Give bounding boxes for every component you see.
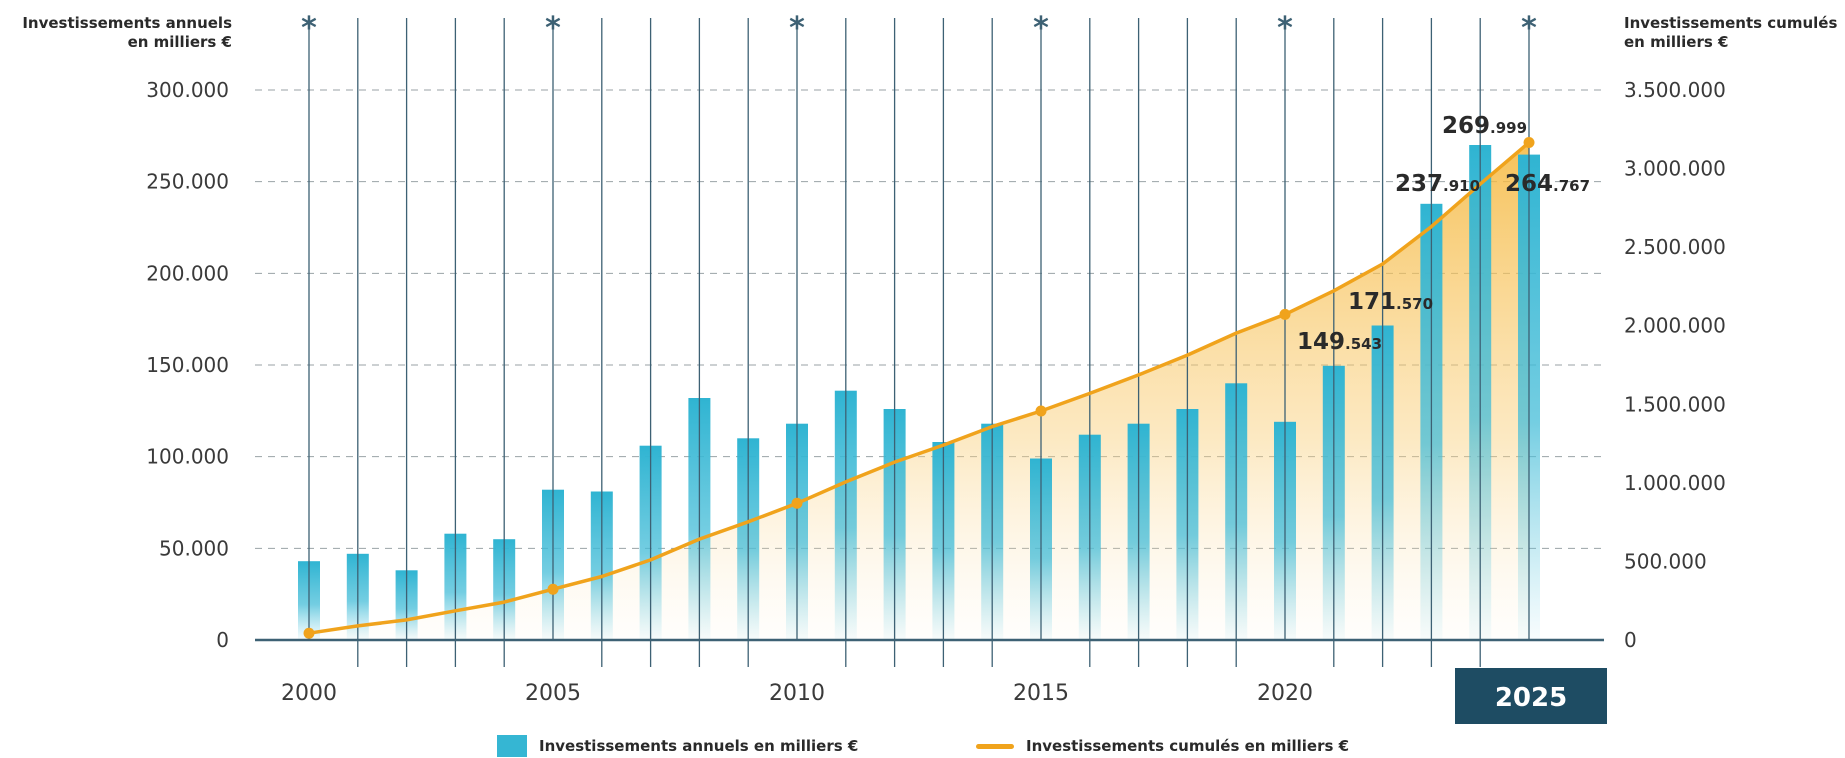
left-tick-label: 50.000 bbox=[159, 536, 229, 560]
data-label-small: .543 bbox=[1345, 335, 1382, 353]
right-tick-label: 3.500.000 bbox=[1624, 78, 1726, 102]
star-marker: * bbox=[301, 11, 317, 46]
star-marker: * bbox=[1521, 11, 1537, 46]
right-axis-title: Investissements cumulés en milliers € bbox=[1624, 14, 1837, 52]
data-label-2021: 149.543 bbox=[1297, 329, 1382, 355]
cumulative-area-fill bbox=[309, 142, 1529, 640]
data-label-small: .767 bbox=[1553, 177, 1590, 195]
legend-item-annual: Investissements annuels en milliers € bbox=[497, 735, 859, 757]
data-label-2022: 171.570 bbox=[1348, 289, 1433, 315]
axes: 0 50.000 100.000 150.000 200.000 250.000 300.0… bbox=[146, 78, 1726, 724]
right-axis-title-line2: en milliers € bbox=[1624, 33, 1729, 51]
highlight-box bbox=[1455, 668, 1607, 724]
x-tick-label: 2005 bbox=[525, 681, 581, 706]
data-label-small: .910 bbox=[1443, 177, 1480, 195]
legend-line-swatch bbox=[976, 743, 1014, 749]
star-marker: * bbox=[545, 11, 561, 46]
right-tick-label: 2.000.000 bbox=[1624, 314, 1726, 338]
left-tick-label: 200.000 bbox=[146, 261, 229, 285]
cumulative-marker bbox=[1035, 405, 1047, 417]
cumulative-area bbox=[309, 142, 1529, 640]
x-tick-label-highlighted: 2025 bbox=[1495, 683, 1567, 713]
data-label-small: .570 bbox=[1396, 295, 1433, 313]
star-marker: * bbox=[1033, 11, 1049, 46]
right-tick-label: 2.500.000 bbox=[1624, 235, 1726, 259]
left-tick-label: 0 bbox=[216, 628, 229, 652]
right-tick-label: 1.500.000 bbox=[1624, 392, 1726, 416]
cumulative-marker bbox=[791, 497, 803, 509]
year-lines: * * * * * * bbox=[301, 11, 1537, 667]
x-tick-label: 2020 bbox=[1257, 681, 1313, 706]
data-label-2023: 237.910 bbox=[1395, 171, 1480, 197]
data-labels: 149.543 171.570 237.910 269.999 264.767 bbox=[1297, 113, 1590, 355]
legend-item-cumulative: Investissements cumulés en milliers € bbox=[976, 736, 1349, 756]
left-tick-label: 300.000 bbox=[146, 78, 229, 102]
data-label-big: 149 bbox=[1297, 329, 1345, 355]
left-axis-title-line2: en milliers € bbox=[127, 33, 232, 51]
data-label-big: 269 bbox=[1442, 113, 1490, 139]
right-tick-label: 500.000 bbox=[1624, 549, 1707, 573]
data-label-big: 171 bbox=[1348, 289, 1396, 315]
data-label-big: 264 bbox=[1505, 171, 1553, 197]
data-label-small: .999 bbox=[1490, 119, 1527, 137]
right-tick-label: 0 bbox=[1624, 628, 1637, 652]
star-marker: * bbox=[789, 11, 805, 46]
x-tick-label: 2010 bbox=[769, 681, 825, 706]
cumulative-marker bbox=[1523, 136, 1535, 148]
x-tick-label: 2015 bbox=[1013, 681, 1069, 706]
x-tick-label: 2000 bbox=[281, 681, 337, 706]
legend-bar-swatch bbox=[497, 735, 527, 757]
data-label-2025: 264.767 bbox=[1505, 171, 1590, 197]
data-label-big: 237 bbox=[1395, 171, 1443, 197]
left-axis-title-line1: Investissements annuels bbox=[22, 14, 232, 32]
left-tick-label: 250.000 bbox=[146, 170, 229, 194]
legend-bar-label: Investissements annuels en milliers € bbox=[539, 737, 859, 755]
left-axis-title: Investissements annuels en milliers € bbox=[8, 14, 232, 52]
cumulative-marker bbox=[303, 627, 315, 639]
left-tick-label: 150.000 bbox=[146, 353, 229, 377]
cumulative-line-group bbox=[303, 136, 1535, 639]
data-label-2024: 269.999 bbox=[1442, 113, 1527, 139]
cumulative-marker bbox=[1279, 308, 1291, 320]
right-tick-label: 1.000.000 bbox=[1624, 471, 1726, 495]
right-tick-label: 3.000.000 bbox=[1624, 157, 1726, 181]
legend-line-label: Investissements cumulés en milliers € bbox=[1026, 737, 1350, 755]
right-axis-title-line1: Investissements cumulés bbox=[1624, 14, 1838, 32]
star-marker: * bbox=[1277, 11, 1293, 46]
cumulative-line bbox=[308, 141, 1531, 635]
cumulative-marker bbox=[547, 583, 559, 595]
left-tick-label: 100.000 bbox=[146, 445, 229, 469]
